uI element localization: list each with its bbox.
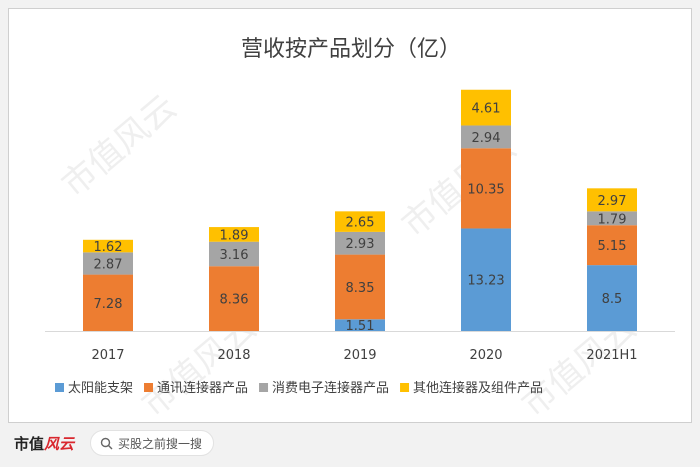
data-label: 5.15 [598,239,627,254]
bar-segment-3-2018 [209,241,259,267]
data-label: 2.97 [598,194,627,209]
bar-segment-2-2019 [335,254,385,320]
legend-swatch-3 [259,383,269,392]
data-label: 2.87 [94,257,123,272]
bar-segment-1-2019 [335,319,385,331]
bar-segment-4-2017 [83,239,133,253]
bar-segment-1-2020 [461,228,511,331]
data-label: 1.51 [346,319,375,334]
x-tick-label: 2020 [469,348,502,363]
data-label: 8.35 [346,281,375,296]
legend-swatch-4 [400,383,410,392]
legend-label-3: 消费电子连接器产品 [272,380,389,396]
search-box[interactable]: 买股之前搜一搜 [90,430,214,456]
bar-segment-4-2020 [461,89,511,126]
brand-accent: 风云 [44,435,75,453]
data-label: 13.23 [467,274,504,289]
data-label: 2.94 [472,131,501,146]
legend-swatch-2 [144,383,154,392]
chart-title: 营收按产品划分（亿） [241,37,461,62]
stacked-bar-chart: 营收按产品划分（亿） 7.28 2.87 1.62 2017 8.36 3.16 1.89 20… [45,37,675,396]
data-label: 1.62 [94,240,123,255]
data-label: 1.89 [220,228,249,243]
bar-segment-3-2021h1 [587,211,637,226]
data-label: 7.28 [94,297,123,312]
bar-segment-3-2020 [461,125,511,149]
bar-segment-2-2017 [83,274,133,331]
data-label: 8.36 [220,293,249,308]
search-icon [100,437,113,449]
bar-segment-2-2020 [461,148,511,229]
legend-label-2: 通讯连接器产品 [157,380,248,396]
x-tick-label: 2017 [91,348,124,363]
brand-main: 市值 [14,435,45,453]
brand-logo[interactable]: 市值风云 [14,433,74,454]
bar-segment-4-2019 [335,211,385,232]
x-tick-label: 2021H1 [586,348,637,363]
bar-segment-3-2017 [83,252,133,275]
x-tick-label: 2018 [217,348,250,363]
footer-bar: 市值风云 买股之前搜一搜 [0,423,700,467]
legend-label-4: 其他连接器及组件产品 [413,380,543,396]
data-label: 10.35 [467,182,504,197]
bar-segment-4-2018 [209,227,259,242]
data-label: 8.5 [602,292,623,307]
bar-segment-4-2021h1 [587,188,637,212]
search-placeholder: 买股之前搜一搜 [118,436,203,451]
chart-frame: 市值风云 市值风云 市值风云 市值风云 营收按产品划分（亿） 7.28 2.87 1.… [8,8,692,425]
bar-segment-1-2021h1 [587,265,637,331]
data-label: 3.16 [220,248,249,263]
bar-segment-2-2021h1 [587,225,637,266]
data-label: 1.79 [598,212,627,227]
x-tick-label: 2019 [343,348,376,363]
bar-segment-3-2019 [335,231,385,255]
legend-swatch-1 [55,383,64,392]
data-label: 2.93 [346,237,375,252]
legend-label-1: 太阳能支架 [68,381,133,396]
bar-segment-2-2018 [209,266,259,331]
data-label: 2.65 [346,216,375,231]
data-label: 4.61 [472,102,501,117]
